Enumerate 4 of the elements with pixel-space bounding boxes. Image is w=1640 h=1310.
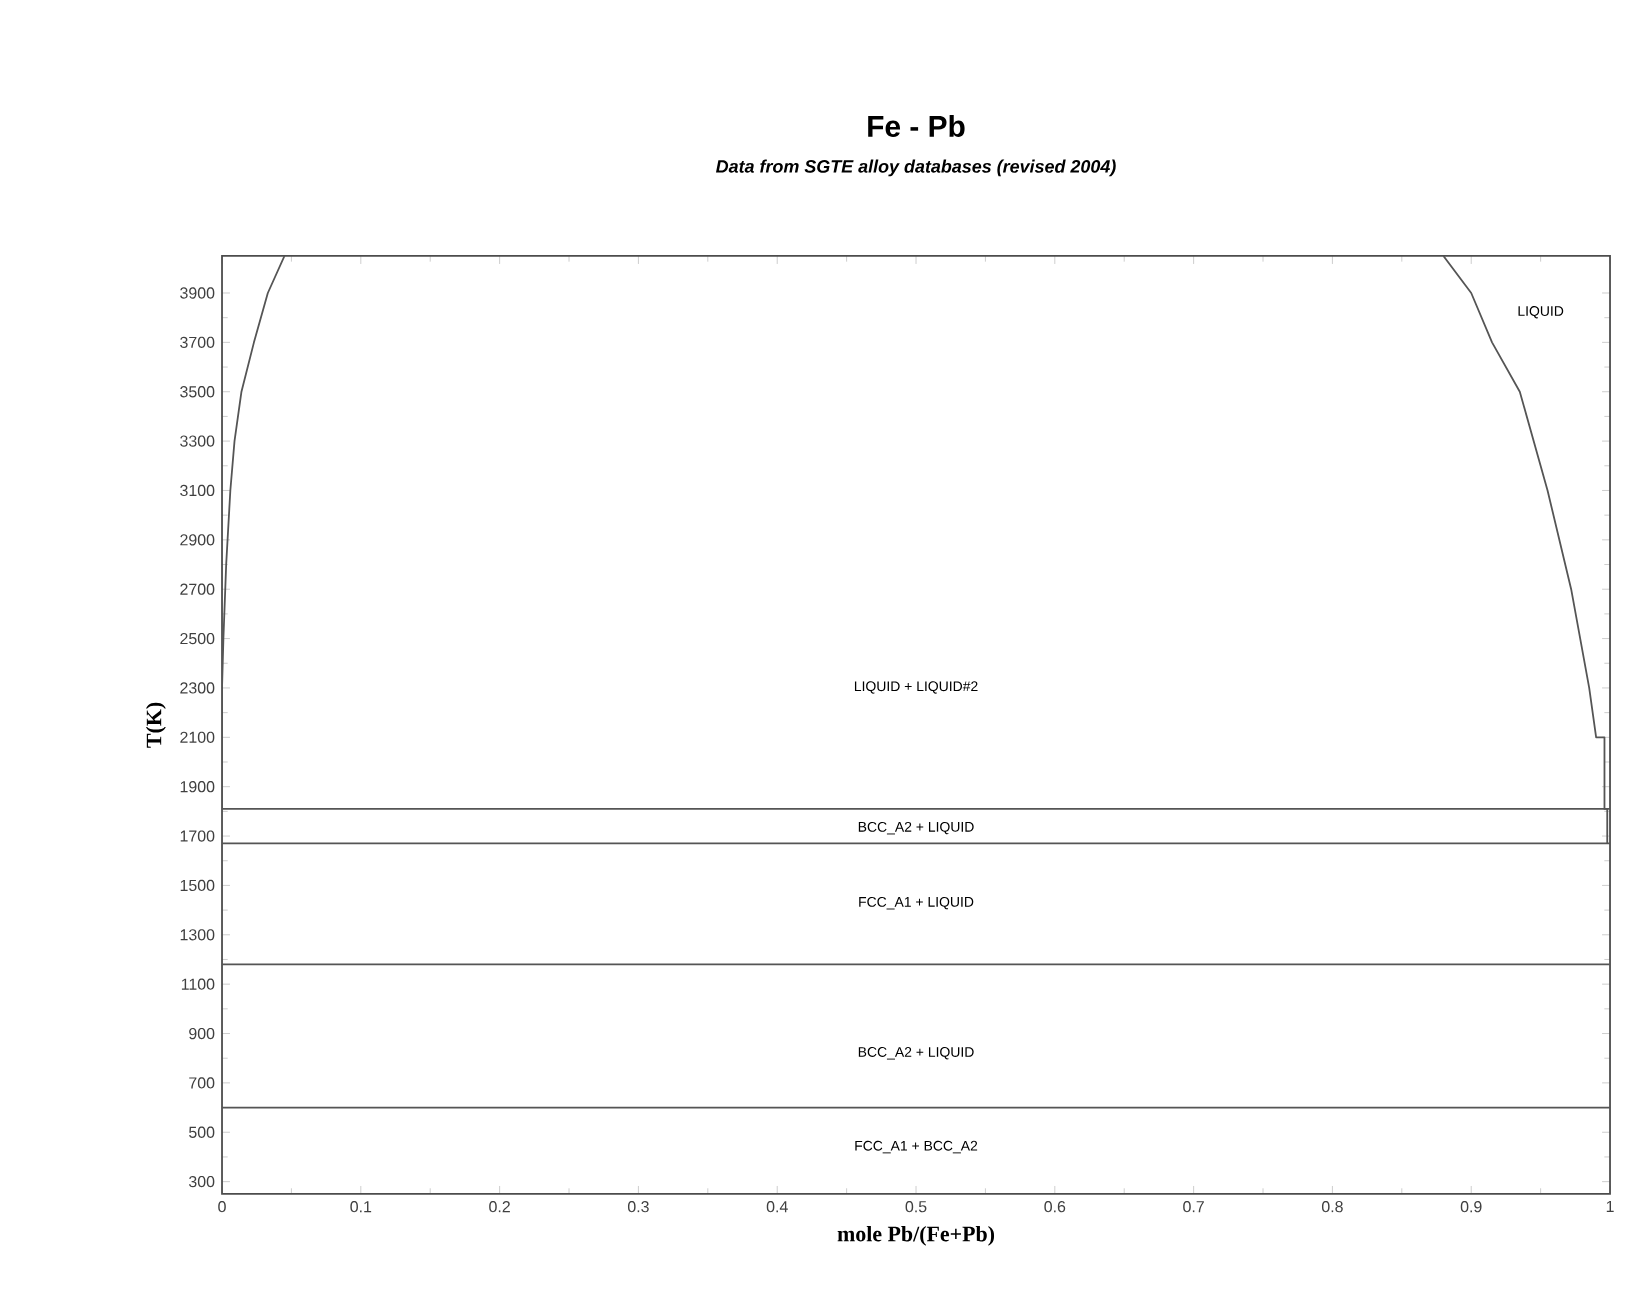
chart-subtitle: Data from SGTE alloy databases (revised 2004) [715, 159, 1116, 177]
y-axis-title: T(K) [145, 702, 166, 748]
chart-title: Fe - Pb [868, 115, 965, 137]
x-axis-title: mole Pb/(Fe+Pb) [837, 1226, 995, 1246]
